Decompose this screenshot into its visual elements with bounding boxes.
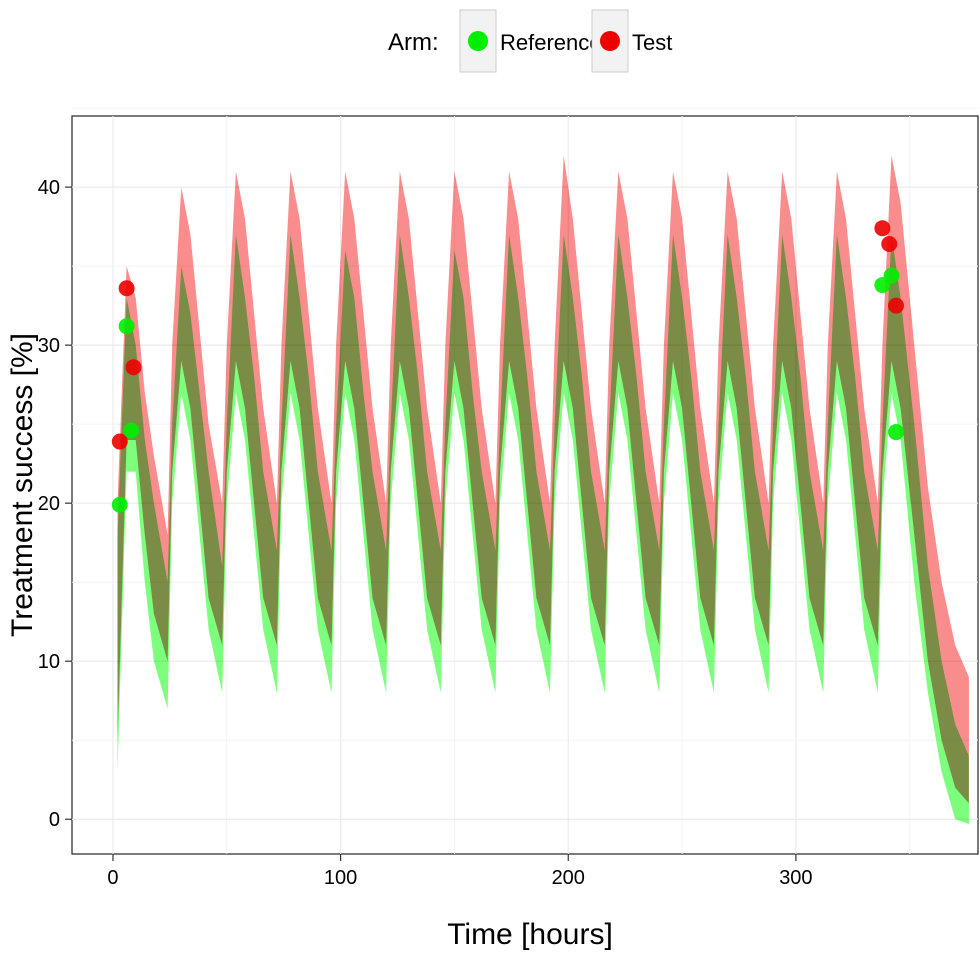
point-reference bbox=[123, 422, 140, 439]
legend-title: Arm: bbox=[388, 29, 439, 56]
legend-marker-reference bbox=[468, 31, 488, 51]
x-tick-label: 0 bbox=[107, 867, 118, 889]
legend-label-reference: Reference bbox=[500, 30, 602, 55]
legend: Arm: Reference Test bbox=[388, 9, 672, 73]
y-axis: 0 10 20 30 40 bbox=[38, 177, 72, 831]
point-test bbox=[881, 236, 898, 253]
gridlines bbox=[72, 107, 978, 854]
point-reference bbox=[118, 318, 135, 335]
point-test bbox=[111, 433, 128, 450]
point-test bbox=[874, 220, 891, 237]
x-axis-title: Time [hours] bbox=[447, 918, 613, 951]
y-tick-label: 30 bbox=[38, 335, 60, 357]
x-tick-label: 100 bbox=[324, 867, 357, 889]
point-reference bbox=[111, 496, 128, 513]
x-tick-label: 200 bbox=[552, 867, 585, 889]
prediction-bands bbox=[117, 155, 969, 824]
y-tick-label: 40 bbox=[38, 177, 60, 199]
point-reference bbox=[888, 424, 905, 441]
y-tick-label: 10 bbox=[38, 651, 60, 673]
x-axis: 0 100 200 300 bbox=[107, 854, 813, 889]
point-test bbox=[125, 359, 142, 376]
legend-marker-test bbox=[600, 31, 620, 51]
y-tick-label: 20 bbox=[38, 493, 60, 515]
y-axis-title: Treatment success [%] bbox=[6, 333, 39, 637]
x-tick-label: 300 bbox=[779, 867, 812, 889]
point-reference bbox=[883, 267, 900, 284]
band-test bbox=[117, 155, 969, 804]
y-tick-label: 0 bbox=[49, 809, 60, 831]
point-test bbox=[118, 280, 135, 297]
point-test bbox=[888, 297, 905, 314]
legend-label-test: Test bbox=[632, 30, 672, 55]
observed-points bbox=[111, 220, 905, 513]
